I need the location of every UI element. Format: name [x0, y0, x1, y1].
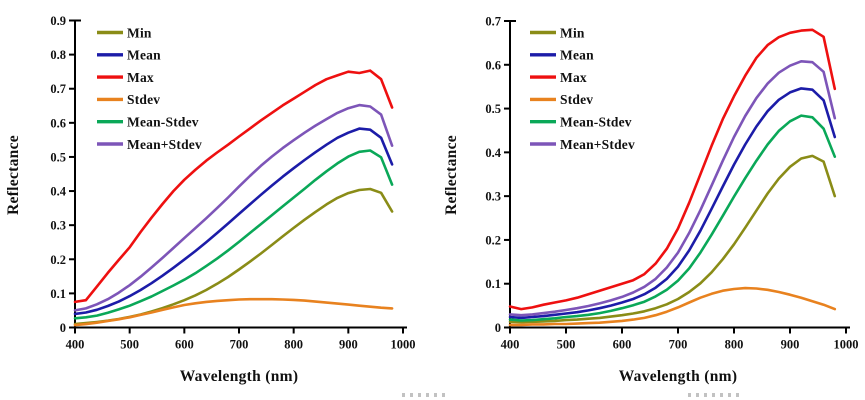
- legend-label-mean: Mean: [127, 48, 161, 63]
- x-tick-label: 500: [557, 338, 576, 352]
- series-line-mean: [73, 127, 394, 316]
- x-tick-label: 700: [230, 338, 249, 352]
- y-tick-label: 0.5: [50, 150, 66, 164]
- series-line-mean-stdev: [73, 149, 394, 320]
- y-axis-title-right: Reflectance: [443, 135, 460, 215]
- series-line-mean-stdev: [508, 60, 837, 317]
- legend-label-min: Min: [560, 25, 585, 40]
- legend-label-mean-stdev: Mean+Stdev: [127, 137, 202, 152]
- reflectance-chart-right: 0 0.1 0.2 0.3 0.4 0.5 0.6 0.7 400 500 600 700 800 900…: [433, 0, 865, 400]
- x-axis-title-right: Wavelength (nm): [618, 368, 738, 385]
- legend-label-min: Min: [127, 25, 152, 40]
- y-tick-label: 0.6: [50, 116, 66, 130]
- y-tick-label: 0.2: [50, 253, 66, 267]
- y-tick-label: 0.1: [50, 287, 66, 301]
- legend-label-max: Max: [560, 70, 587, 85]
- x-tick-label: 800: [284, 338, 303, 352]
- x-tick-label: 500: [120, 338, 139, 352]
- series-line-max: [73, 69, 394, 304]
- y-tick-label: 0.8: [50, 48, 66, 62]
- series-line-stdev: [508, 286, 837, 327]
- x-tick-label: 900: [339, 338, 358, 352]
- y-tick-label: 0.7: [50, 82, 66, 96]
- y-tick-label: 0.4: [485, 146, 501, 160]
- y-tick-label: 0.1: [485, 277, 501, 291]
- legend-label-stdev: Stdev: [127, 92, 160, 107]
- x-tick-label: 400: [501, 338, 520, 352]
- y-axis-title-left: Reflectance: [5, 135, 22, 215]
- series-line-min: [508, 154, 837, 324]
- series-line-max: [508, 28, 837, 311]
- right-chart-canvas: 0 0.1 0.2 0.3 0.4 0.5 0.6 0.7 400 500 600 700 800 900…: [485, 15, 859, 352]
- y-tick-label: 0.4: [50, 185, 66, 199]
- legend-label-mean-stdev: Mean+Stdev: [560, 137, 635, 152]
- y-tick-label: 0.3: [485, 190, 501, 204]
- x-tick-label: 900: [781, 338, 800, 352]
- y-tick-label: 0: [60, 321, 66, 335]
- x-tick-label: 400: [66, 338, 85, 352]
- axes: [74, 20, 407, 329]
- x-tick-label: 1000: [391, 338, 416, 352]
- series-line-mean-stdev: [508, 114, 837, 322]
- x-tick-label: 1000: [834, 338, 859, 352]
- x-tick-label: 700: [669, 338, 688, 352]
- legend-label-stdev: Stdev: [560, 92, 593, 107]
- series-line-stdev: [73, 297, 394, 327]
- x-tick-label: 600: [175, 338, 194, 352]
- series-line-mean: [508, 87, 837, 320]
- cropped-text-fragment: [402, 393, 448, 397]
- legend-label-mean-stdev: Mean-Stdev: [560, 115, 632, 130]
- y-tick-label: 0.2: [485, 233, 501, 247]
- legend-label-mean: Mean: [560, 48, 594, 63]
- left-chart-canvas: 0 0.1 0.2 0.3 0.4 0.5 0.6 0.7 0.8 0.9 400 500 600 700…: [50, 14, 416, 352]
- reflectance-chart-left: 0 0.1 0.2 0.3 0.4 0.5 0.6 0.7 0.8 0.9 400 500 600 700…: [5, 14, 416, 385]
- x-tick-label: 600: [613, 338, 632, 352]
- legend-label-max: Max: [127, 70, 154, 85]
- series-line-mean-stdev: [73, 103, 394, 312]
- axes: [509, 21, 850, 329]
- y-tick-label: 0.5: [485, 102, 501, 116]
- cropped-text-fragment: [688, 393, 744, 397]
- y-tick-label: 0.9: [50, 14, 66, 28]
- y-tick-label: 0.3: [50, 219, 66, 233]
- x-tick-label: 800: [725, 338, 744, 352]
- legend-label-mean-stdev: Mean-Stdev: [127, 115, 199, 130]
- y-tick-label: 0.7: [485, 15, 501, 29]
- y-tick-label: 0.6: [485, 58, 501, 72]
- x-axis-title-left: Wavelength (nm): [179, 368, 299, 385]
- y-tick-label: 0: [495, 321, 501, 335]
